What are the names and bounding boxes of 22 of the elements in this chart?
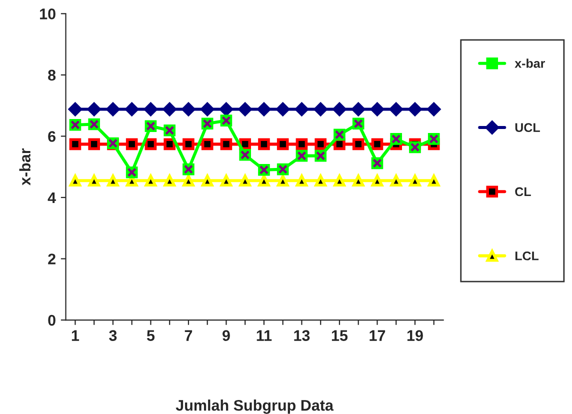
x-tick-label: 3 <box>109 330 117 341</box>
x-tick-label: 19 <box>407 330 423 341</box>
y-tick-label: 8 <box>48 70 56 81</box>
x-tick-label: 1 <box>72 330 80 341</box>
legend-label: LCL <box>515 251 539 260</box>
x-tick-label: 17 <box>370 330 386 341</box>
legend-label: UCL <box>515 123 540 132</box>
legend-label: CL <box>515 187 531 196</box>
x-tick-label: 15 <box>332 330 348 341</box>
x-tick-label: 13 <box>294 330 310 341</box>
y-tick-label: 10 <box>40 8 56 20</box>
x-tick-label: 9 <box>222 330 230 341</box>
y-axis-title: x-bar <box>19 148 30 186</box>
legend-label: x-bar <box>514 58 546 68</box>
x-tick-label: 5 <box>146 330 155 341</box>
x-tick-label: 7 <box>184 330 192 341</box>
x-axis-title: Jumlah Subgrup Data <box>176 400 334 414</box>
y-tick-label: 6 <box>48 131 56 142</box>
y-tick-label: 0 <box>48 314 56 326</box>
y-tick-label: 4 <box>48 192 56 204</box>
x-tick-label: 11 <box>256 330 272 341</box>
y-tick-label: 2 <box>48 254 56 264</box>
